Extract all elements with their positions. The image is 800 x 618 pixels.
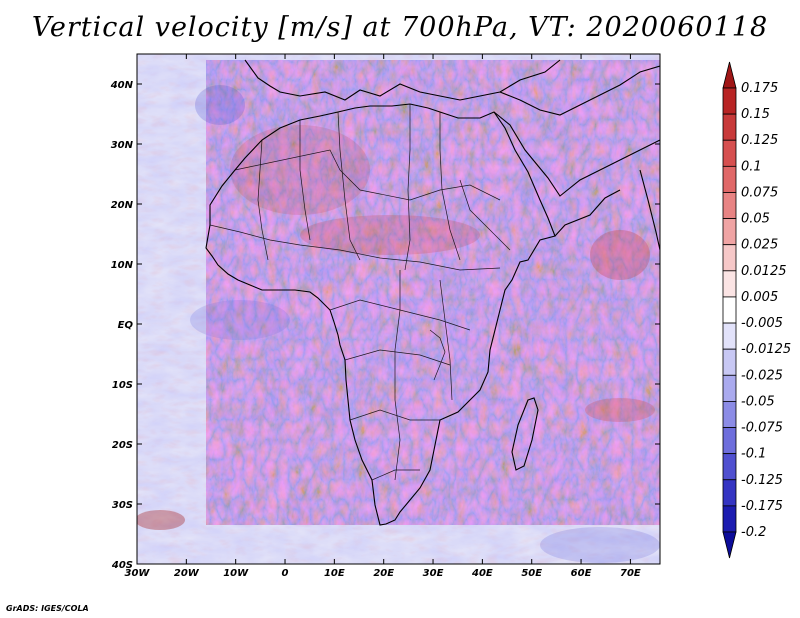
colorbar-segment — [722, 139, 737, 167]
lon-label: 20W — [174, 568, 200, 579]
colorbar-label: 0.175 — [741, 81, 778, 96]
lon-label: 70E — [620, 568, 641, 579]
colorbar-segment — [722, 453, 737, 481]
lat-label: 10N — [111, 260, 134, 271]
lon-label: 10W — [223, 568, 249, 579]
lon-label: 30E — [423, 568, 444, 579]
lon-label: 50E — [521, 568, 542, 579]
colorbar-label: 0.1 — [741, 159, 762, 174]
colorbar-segment — [722, 113, 737, 141]
colorbar-label: 0.125 — [741, 133, 778, 148]
coastlines — [205, 59, 660, 526]
credit-text: GrADS: IGES/COLA — [6, 604, 89, 613]
latitude-axis: 40N 30N 20N 10N EQ 10S 20S 30S 40S — [110, 80, 660, 571]
colorbar-segment — [722, 192, 737, 219]
colorbar-segment — [722, 479, 737, 507]
colorbar-segment — [722, 374, 737, 402]
lon-label: 10E — [324, 568, 345, 579]
colorbar: 0.175 0.15 0.125 0.1 0.075 0.05 0.025 0.0125 0.0… — [722, 61, 791, 559]
colorbar-segment — [722, 505, 737, 533]
colorbar-segment — [722, 427, 737, 455]
lat-label: 40S — [111, 560, 133, 571]
lat-label: EQ — [118, 320, 134, 331]
lat-label: 20S — [112, 440, 133, 451]
velocity-field — [137, 54, 660, 564]
plot-frame — [136, 53, 661, 565]
longitude-axis: 30W 20W 10W 0 10E 20E 30E 40E 50E 60E 70E — [125, 54, 641, 579]
country-borders — [209, 104, 511, 481]
colorbar-label: -0.075 — [741, 421, 783, 436]
colorbar-label: -0.025 — [741, 368, 783, 383]
colorbar-segment — [722, 401, 737, 428]
colorbar-segment — [722, 322, 737, 350]
colorbar-segment — [722, 348, 737, 376]
colorbar-label: 0.025 — [741, 238, 778, 253]
colorbar-label: -0.0125 — [741, 342, 791, 357]
lat-label: 40N — [110, 80, 134, 91]
colorbar-segment — [722, 218, 737, 246]
lon-label: 60E — [571, 568, 592, 579]
colorbar-arrow-top — [722, 61, 737, 89]
colorbar-segment — [722, 244, 737, 272]
lon-label: 0 — [282, 568, 289, 579]
lat-label: 30N — [111, 140, 134, 151]
lon-label: 40E — [471, 568, 493, 579]
lat-label: 10S — [112, 380, 133, 391]
colorbar-label: -0.05 — [741, 394, 775, 409]
colorbar-label: 0.15 — [741, 107, 770, 122]
colorbar-segment — [722, 87, 737, 115]
colorbar-label: 0.075 — [741, 185, 778, 200]
colorbar-segment — [722, 296, 737, 324]
colorbar-segment — [722, 270, 737, 298]
colorbar-label: 0.05 — [741, 212, 770, 227]
map-title: Vertical velocity [m/s] at 700hPa, VT: 2… — [31, 12, 769, 43]
colorbar-label: -0.125 — [741, 473, 783, 488]
colorbar-label: -0.175 — [741, 499, 783, 514]
colorbar-segment — [722, 165, 737, 193]
colorbar-arrow-bottom — [722, 531, 737, 559]
lon-label: 30W — [125, 568, 151, 579]
colorbar-label: -0.1 — [741, 447, 766, 462]
colorbar-label: -0.005 — [741, 316, 783, 331]
colorbar-label: 0.005 — [741, 290, 778, 305]
lon-label: 20E — [373, 568, 394, 579]
colorbar-label: 0.0125 — [741, 264, 787, 279]
lat-label: 30S — [112, 500, 133, 511]
lat-label: 20N — [111, 200, 134, 211]
colorbar-label: -0.2 — [741, 525, 766, 540]
